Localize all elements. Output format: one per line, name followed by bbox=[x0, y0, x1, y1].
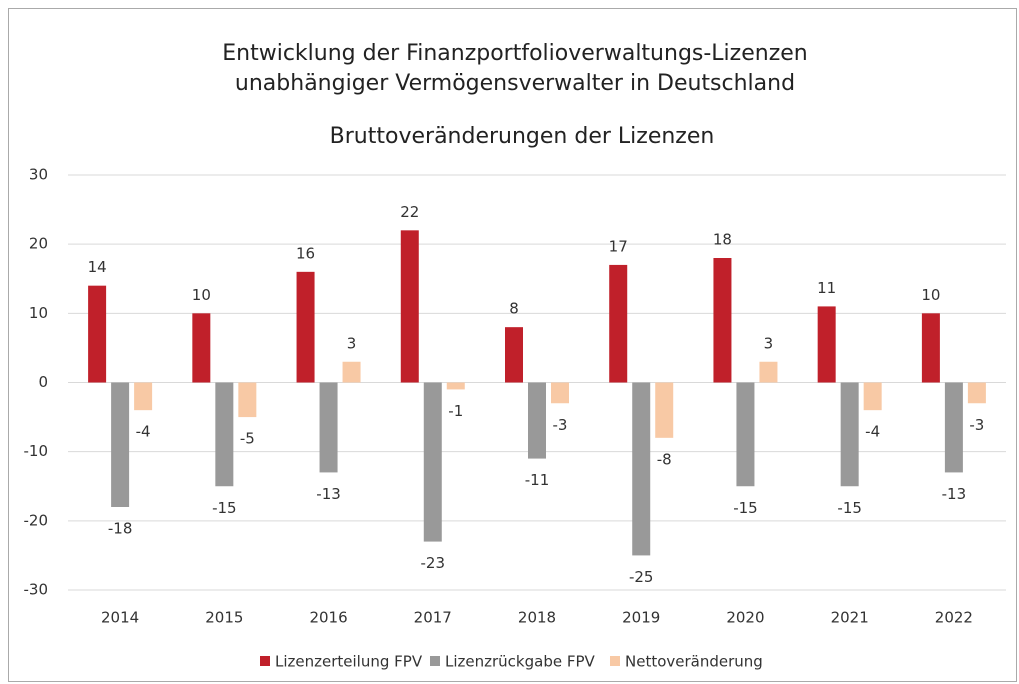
x-tick-label: 2016 bbox=[309, 609, 347, 627]
y-tick-label: 20 bbox=[29, 235, 48, 253]
value-label: -4 bbox=[865, 423, 880, 441]
value-label: -3 bbox=[969, 416, 984, 434]
legend-swatch bbox=[260, 656, 270, 666]
chart-title: unabhängiger Vermögensverwalter in Deuts… bbox=[235, 71, 795, 96]
value-label: 11 bbox=[817, 279, 836, 297]
bar bbox=[551, 382, 569, 404]
x-tick-label: 2021 bbox=[831, 609, 869, 627]
value-label: -1 bbox=[448, 402, 463, 420]
value-label: 17 bbox=[609, 237, 628, 255]
x-tick-label: 2019 bbox=[622, 609, 660, 627]
bar bbox=[215, 382, 234, 487]
value-label: 3 bbox=[764, 334, 774, 352]
bar bbox=[134, 382, 153, 411]
bar bbox=[423, 382, 442, 542]
bar bbox=[759, 361, 778, 383]
value-label: 16 bbox=[296, 244, 315, 262]
value-label: -23 bbox=[421, 554, 446, 572]
x-tick-label: 2018 bbox=[518, 609, 556, 627]
value-label: -18 bbox=[108, 520, 133, 538]
x-tick-label: 2017 bbox=[414, 609, 452, 627]
legend-label: Nettoveränderung bbox=[625, 653, 763, 671]
bar bbox=[88, 285, 107, 383]
bar bbox=[446, 382, 465, 390]
y-tick-label: 10 bbox=[29, 304, 48, 322]
legend-swatch bbox=[610, 656, 620, 666]
value-label: -15 bbox=[733, 499, 758, 517]
bar bbox=[319, 382, 338, 473]
bar bbox=[238, 382, 257, 418]
chart-subtitle: Bruttoveränderungen der Lizenzen bbox=[330, 124, 715, 149]
value-label: -8 bbox=[657, 450, 672, 468]
value-label: -4 bbox=[136, 423, 151, 441]
chart-title: Entwicklung der Finanzportfolioverwaltun… bbox=[222, 41, 807, 66]
value-label: -11 bbox=[525, 471, 550, 489]
bar bbox=[342, 361, 361, 383]
bar bbox=[400, 230, 419, 383]
legend-label: Lizenzerteilung FPV bbox=[275, 653, 423, 671]
value-label: -3 bbox=[553, 416, 568, 434]
value-label: 10 bbox=[921, 286, 940, 304]
value-label: 14 bbox=[88, 258, 107, 276]
bar bbox=[655, 382, 674, 438]
legend-swatch bbox=[430, 656, 440, 666]
bar bbox=[609, 264, 628, 383]
bar bbox=[817, 306, 836, 383]
value-label: 22 bbox=[400, 203, 419, 221]
value-label: -5 bbox=[240, 430, 255, 448]
x-tick-label: 2020 bbox=[726, 609, 764, 627]
bar bbox=[967, 382, 986, 404]
value-label: 10 bbox=[192, 286, 211, 304]
x-tick-label: 2015 bbox=[205, 609, 243, 627]
value-label: 8 bbox=[509, 300, 519, 318]
bar bbox=[505, 327, 523, 383]
bar bbox=[944, 382, 963, 473]
y-tick-label: 30 bbox=[29, 166, 48, 184]
x-tick-label: 2014 bbox=[101, 609, 139, 627]
legend-label: Lizenzrückgabe FPV bbox=[445, 653, 596, 671]
bar bbox=[296, 271, 315, 383]
y-tick-label: -10 bbox=[24, 442, 49, 460]
y-tick-label: 0 bbox=[38, 373, 48, 391]
chart-border bbox=[8, 8, 1017, 682]
bar bbox=[713, 258, 732, 383]
y-tick-label: -20 bbox=[24, 511, 49, 529]
value-label: -13 bbox=[942, 485, 967, 503]
y-tick-label: -30 bbox=[24, 581, 49, 599]
bar bbox=[528, 382, 546, 459]
value-label: -25 bbox=[629, 568, 654, 586]
bar bbox=[736, 382, 755, 487]
value-label: -15 bbox=[837, 499, 862, 517]
bar bbox=[632, 382, 651, 556]
bar bbox=[192, 313, 211, 383]
bar bbox=[840, 382, 859, 487]
bar bbox=[921, 313, 940, 383]
x-tick-label: 2022 bbox=[935, 609, 973, 627]
bar bbox=[863, 382, 882, 411]
bar bbox=[111, 382, 130, 507]
value-label: -13 bbox=[316, 485, 341, 503]
value-label: 18 bbox=[713, 231, 732, 249]
value-label: -15 bbox=[212, 499, 237, 517]
value-label: 3 bbox=[347, 334, 357, 352]
